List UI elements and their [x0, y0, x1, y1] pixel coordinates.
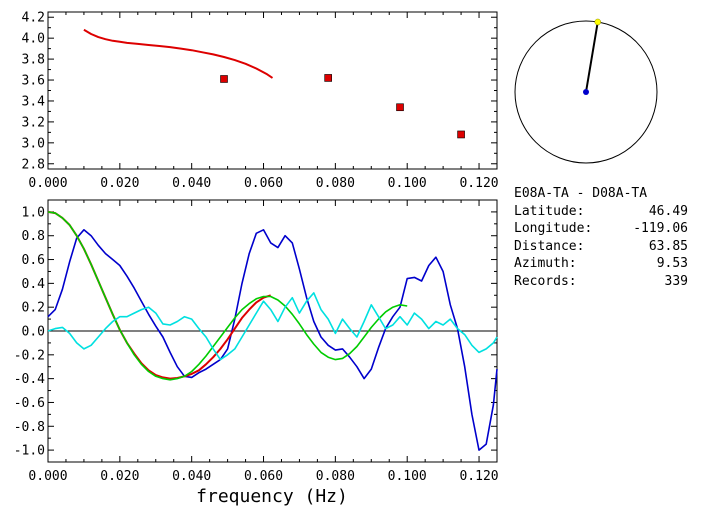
- station-pair-label: E08A-TA - D08A-TA: [514, 186, 648, 201]
- y-tick-label: 3.8: [22, 53, 45, 68]
- azimuth-line: [585, 21, 599, 93]
- info-row-latitude: Latitude: 46.49: [514, 203, 688, 221]
- info-value: 46.49: [648, 203, 688, 219]
- y-tick-label: -0.2: [14, 348, 45, 363]
- info-row-distance: Distance: 63.85: [514, 238, 688, 256]
- dispersion-plot: 0.000 0.020 0.040 0.060 0.080 0.100 0.120 2.8 3.…: [22, 11, 499, 191]
- station-info-panel: E08A-TA - D08A-TA Latitude: 46.49 Longit…: [514, 185, 688, 290]
- y-tick-label: -0.4: [14, 372, 45, 387]
- x-tick-label: 0.060: [244, 176, 283, 191]
- y-tick-label: 1.0: [22, 205, 45, 220]
- dispersion-tick-labels: 0.000 0.020 0.040 0.060 0.080 0.100 0.120 2.8 3.…: [22, 11, 499, 191]
- x-tick-label: 0.080: [316, 469, 355, 484]
- info-value: 63.85: [648, 238, 688, 254]
- info-label: Distance:: [514, 238, 585, 254]
- dispersion-plot-frame: [47, 11, 498, 170]
- series-line-0: [83, 28, 274, 79]
- y-tick-label: 0.2: [22, 301, 45, 316]
- x-tick-label: 0.020: [100, 469, 139, 484]
- data-point: [220, 75, 228, 83]
- x-tick-label: 0.040: [172, 176, 211, 191]
- x-tick-label: 0.120: [459, 176, 498, 191]
- y-tick-label: 0.4: [22, 277, 46, 292]
- correlation-series: [47, 210, 498, 451]
- y-tick-label: 4.0: [22, 32, 45, 47]
- y-tick-label: -0.8: [14, 420, 45, 435]
- y-tick-label: -1.0: [14, 444, 45, 459]
- y-tick-label: 3.2: [22, 115, 45, 130]
- series-line-3: [47, 292, 498, 361]
- y-tick-label: 3.4: [22, 94, 46, 109]
- series-line-0: [47, 229, 498, 451]
- series-line-1: [47, 210, 272, 380]
- info-label: Azimuth:: [514, 256, 577, 271]
- y-tick-label: -0.6: [14, 396, 45, 411]
- info-label: Records:: [514, 273, 577, 289]
- info-value: 339: [664, 273, 688, 289]
- info-label: Latitude:: [514, 203, 585, 219]
- data-point: [457, 130, 465, 139]
- y-tick-label: 0.6: [22, 253, 45, 268]
- x-tick-label: 0.100: [388, 469, 427, 484]
- x-tick-label: 0.080: [316, 176, 355, 191]
- x-tick-label: 0.000: [28, 469, 67, 484]
- x-tick-label: 0.120: [459, 469, 498, 484]
- y-tick-label: 3.0: [22, 136, 45, 151]
- correlation-tick-marks: [47, 200, 498, 462]
- info-row-longitude: Longitude: -119.06: [514, 220, 688, 238]
- azimuth-compass: [514, 18, 658, 164]
- y-tick-label: 2.8: [22, 157, 45, 172]
- series-line-2: [47, 211, 408, 381]
- x-tick-label: 0.060: [244, 469, 283, 484]
- y-tick-label: 3.6: [22, 74, 45, 89]
- dispersion-points: [220, 74, 465, 139]
- dispersion-series: [83, 28, 274, 79]
- correlation-plot: 0.000 0.020 0.040 0.060 0.080 0.100 0.120 1.0 0.…: [14, 199, 499, 507]
- y-tick-label: 0.8: [22, 229, 45, 244]
- x-axis-label: frequency (Hz): [196, 486, 348, 507]
- info-value: 9.53: [656, 256, 688, 271]
- info-value: -119.06: [633, 221, 688, 236]
- info-row-records: Records: 339: [514, 273, 688, 291]
- x-tick-label: 0.100: [388, 176, 427, 191]
- x-tick-label: 0.040: [172, 469, 211, 484]
- data-point: [324, 74, 332, 82]
- info-row-azimuth: Azimuth: 9.53: [514, 255, 688, 273]
- dispersion-tick-marks: [47, 12, 498, 169]
- y-tick-label: 0.0: [22, 325, 45, 340]
- y-tick-label: 4.2: [22, 11, 45, 26]
- x-tick-label: 0.020: [100, 176, 139, 191]
- data-point: [396, 103, 404, 112]
- station-dot: [583, 89, 589, 95]
- x-tick-label: 0.000: [28, 176, 67, 191]
- info-label: Longitude:: [514, 221, 593, 236]
- azimuth-end-dot: [594, 18, 602, 26]
- correlation-tick-labels: 0.000 0.020 0.040 0.060 0.080 0.100 0.120 1.0 0.…: [14, 205, 499, 484]
- compass-circle: [514, 20, 658, 164]
